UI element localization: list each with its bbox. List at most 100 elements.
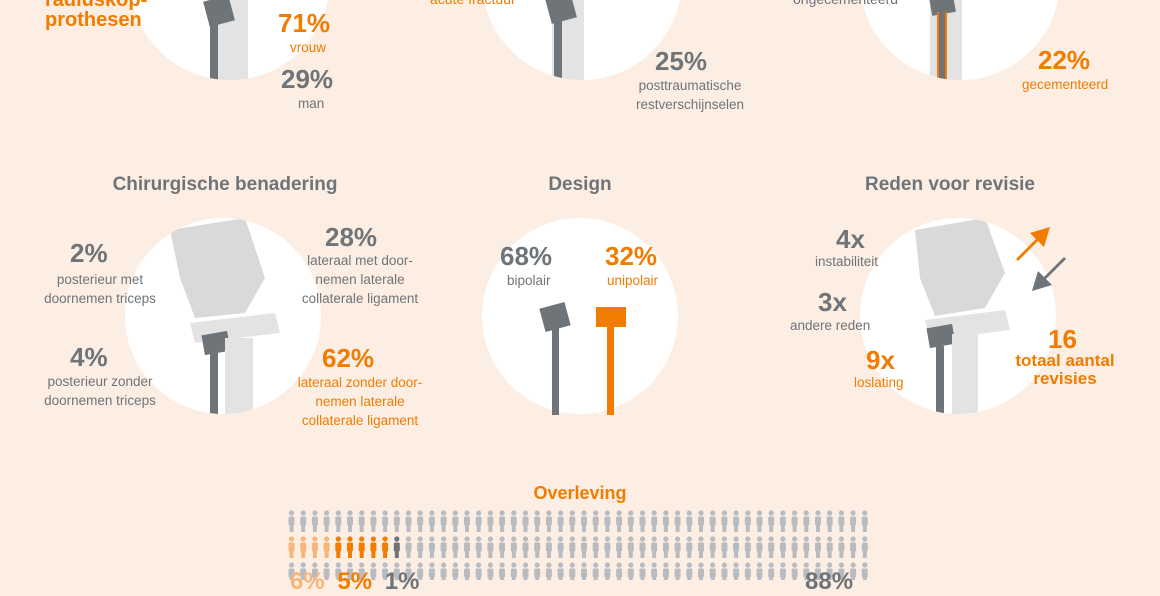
cemented-label: gecementeerd — [1022, 77, 1109, 92]
person-icon — [861, 510, 868, 532]
person-icon — [815, 510, 821, 532]
person-icon — [569, 536, 576, 558]
person-icon — [440, 536, 447, 558]
person-icon — [288, 510, 295, 532]
person-icon — [382, 562, 389, 580]
person-icon — [686, 536, 693, 558]
person-icon — [405, 510, 412, 532]
approach-item-3-label: posterieur zonder doornemen triceps — [44, 374, 156, 408]
person-icon — [405, 536, 412, 558]
person-icon — [393, 510, 400, 532]
person-icon — [534, 562, 541, 580]
survival-pictogram-grid — [287, 510, 887, 580]
person-icon — [815, 536, 821, 558]
person-icon — [545, 536, 552, 558]
person-icon — [709, 536, 716, 558]
person-icon — [323, 510, 330, 532]
person-icon — [651, 536, 658, 558]
person-icon — [662, 510, 669, 532]
survival-pct-main: 88% — [805, 568, 854, 595]
loosening-label: loslating — [854, 375, 904, 390]
loosening-count: 9x — [866, 345, 895, 375]
person-icon — [475, 562, 482, 580]
person-icon — [616, 536, 623, 558]
survival-bottom-left-pcts: 6% 5% 1% — [290, 568, 419, 596]
person-icon — [311, 562, 318, 580]
person-icon — [300, 510, 307, 532]
person-icon — [347, 562, 353, 580]
person-icon — [335, 536, 342, 558]
person-icon — [791, 536, 798, 558]
cemented-pct: 22% — [1038, 45, 1091, 75]
person-icon — [756, 510, 763, 532]
approach-item-3-pct: 4% — [70, 342, 108, 372]
person-icon — [475, 510, 482, 532]
person-icon — [405, 562, 412, 580]
circle-approach — [125, 218, 321, 414]
person-icon — [826, 536, 833, 558]
heading-radial-head-prostheses: radiuskop- prothesen — [45, 0, 148, 31]
posttraumatic-pct: 25% — [655, 46, 708, 76]
person-icon — [791, 562, 798, 580]
person-icon — [850, 562, 857, 580]
person-icon — [382, 510, 389, 532]
person-icon — [440, 510, 447, 532]
person-icon — [733, 562, 740, 580]
person-icon — [662, 536, 669, 558]
person-icon — [358, 562, 365, 580]
posttraumatic-label: posttraumatische restverschijnselen — [635, 78, 745, 112]
person-icon — [440, 562, 447, 580]
person-icon — [791, 510, 798, 532]
person-icon — [627, 536, 634, 558]
approach-item-4-label: lateraal zonder door- nemen laterale col… — [297, 375, 423, 428]
bipolar-pct: 68% — [500, 241, 553, 271]
person-icon — [803, 562, 810, 580]
person-icon — [698, 536, 704, 558]
person-icon — [592, 536, 599, 558]
approach-item-1-label: posterieur met doornemen triceps — [44, 272, 156, 306]
person-icon — [534, 536, 541, 558]
person-icon — [768, 536, 775, 558]
total-revisions-count: 16 — [1048, 324, 1077, 354]
prosthesis-stem-icon — [545, 0, 584, 80]
male-pct: 29% — [281, 64, 334, 94]
person-icon — [499, 510, 506, 532]
person-icon — [452, 510, 459, 532]
person-icon — [639, 536, 646, 558]
person-icon — [335, 510, 342, 532]
person-icon — [300, 536, 307, 558]
person-icon — [487, 562, 494, 580]
person-icon — [779, 510, 786, 532]
person-icon — [499, 536, 506, 558]
instability-count: 4x — [836, 224, 865, 254]
person-icon — [358, 536, 365, 558]
approach-item-4-pct: 62% — [322, 343, 375, 373]
person-icon — [721, 536, 728, 558]
person-icon — [510, 562, 517, 580]
person-icon — [347, 510, 353, 532]
person-icon — [768, 510, 775, 532]
acute-fracture-label: acute fractuur — [430, 0, 516, 9]
person-icon — [815, 562, 821, 580]
person-icon — [487, 510, 494, 532]
person-icon — [393, 562, 400, 580]
female-pct: 71% — [278, 8, 331, 38]
person-icon — [323, 536, 330, 558]
unipolar-pct: 32% — [605, 241, 658, 271]
instability-label: instabiliteit — [815, 254, 879, 269]
person-icon — [569, 562, 576, 580]
person-pictogram-grid — [288, 510, 868, 580]
person-icon — [370, 536, 377, 558]
person-icon — [850, 536, 857, 558]
elbow-joint-icon — [170, 218, 280, 414]
person-icon — [464, 510, 470, 532]
person-icon — [288, 536, 295, 558]
other-reason-count: 3x — [818, 287, 847, 317]
person-icon — [370, 562, 377, 580]
person-icon — [662, 562, 669, 580]
person-icon — [721, 562, 728, 580]
person-icon — [592, 562, 599, 580]
design-stems-icon — [539, 302, 626, 415]
person-icon — [452, 536, 459, 558]
person-icon — [382, 536, 389, 558]
